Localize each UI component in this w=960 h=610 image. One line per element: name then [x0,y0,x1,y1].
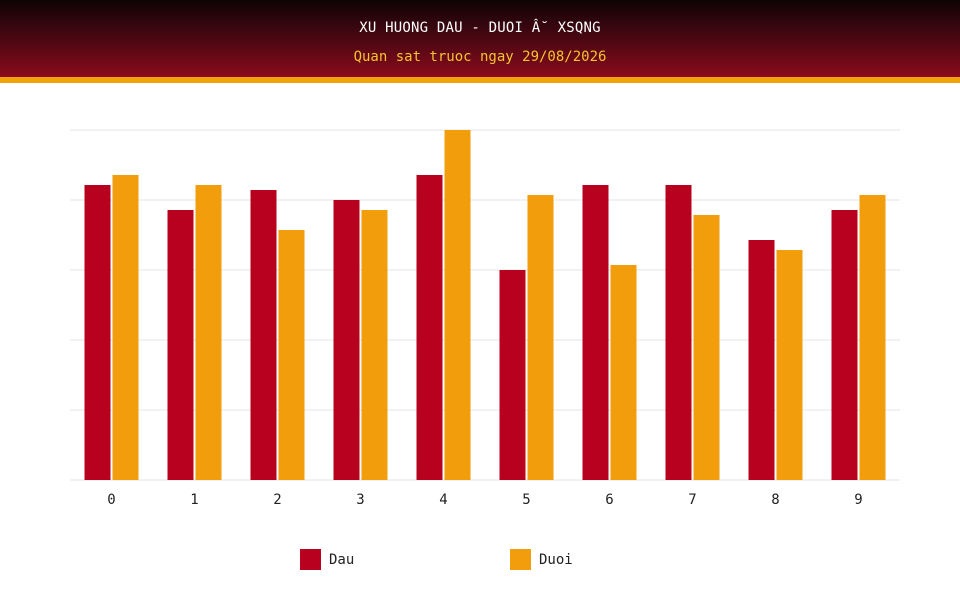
chart-title: XU HUONG DAU - DUOI Â˘ XSQNG [359,20,601,36]
x-tick-label-7: 7 [688,492,696,508]
bar-duoi-6[interactable] [610,265,637,480]
bar-chart: 0 1 2 3 4 5 6 7 8 9 [70,129,900,508]
legend-label-duoi: Duoi [539,551,573,568]
bar-dau-9[interactable] [831,210,858,480]
legend-label-dau: Dau [329,551,355,568]
bar-dau-0[interactable] [84,185,111,480]
bar-duoi-7[interactable] [693,215,720,480]
legend-item-dau[interactable]: Dau [300,549,354,570]
x-tick-label-4: 4 [439,492,447,508]
x-tick-label-9: 9 [854,492,862,508]
bar-dau-7[interactable] [665,185,692,480]
bar-dau-8[interactable] [748,240,775,480]
grid-lines [70,129,900,481]
x-tick-label-5: 5 [522,492,530,508]
bar-duoi-3[interactable] [361,210,388,480]
bar-duoi-8[interactable] [776,250,803,480]
x-tick-label-3: 3 [356,492,364,508]
legend-swatch-duoi [510,549,531,570]
legend-item-duoi[interactable]: Duoi [510,549,573,570]
x-tick-label-2: 2 [273,492,281,508]
bar-duoi-1[interactable] [195,185,222,480]
bar-duoi-5[interactable] [527,195,554,480]
chart-subtitle: Quan sat truoc ngay 29/08/2026 [353,49,607,65]
bar-duoi-2[interactable] [278,230,305,480]
bar-dau-6[interactable] [582,185,609,480]
x-tick-label-1: 1 [190,492,198,508]
x-tick-labels: 0 1 2 3 4 5 6 7 8 9 [107,492,862,508]
bar-dau-5[interactable] [499,270,526,480]
bar-duoi-9[interactable] [859,195,886,480]
bar-dau-2[interactable] [250,190,277,480]
x-tick-label-6: 6 [605,492,613,508]
legend-swatch-dau [300,549,321,570]
bar-dau-4[interactable] [416,175,443,480]
legend: Dau Duoi [0,549,960,573]
bar-duoi-4[interactable] [444,130,471,480]
bar-dau-3[interactable] [333,200,360,480]
x-tick-label-0: 0 [107,492,115,508]
x-tick-label-8: 8 [771,492,779,508]
bar-duoi-0[interactable] [112,175,139,480]
bars [84,130,886,480]
chart-header: XU HUONG DAU - DUOI Â˘ XSQNG Quan sat tr… [0,0,960,83]
bar-dau-1[interactable] [167,210,194,480]
